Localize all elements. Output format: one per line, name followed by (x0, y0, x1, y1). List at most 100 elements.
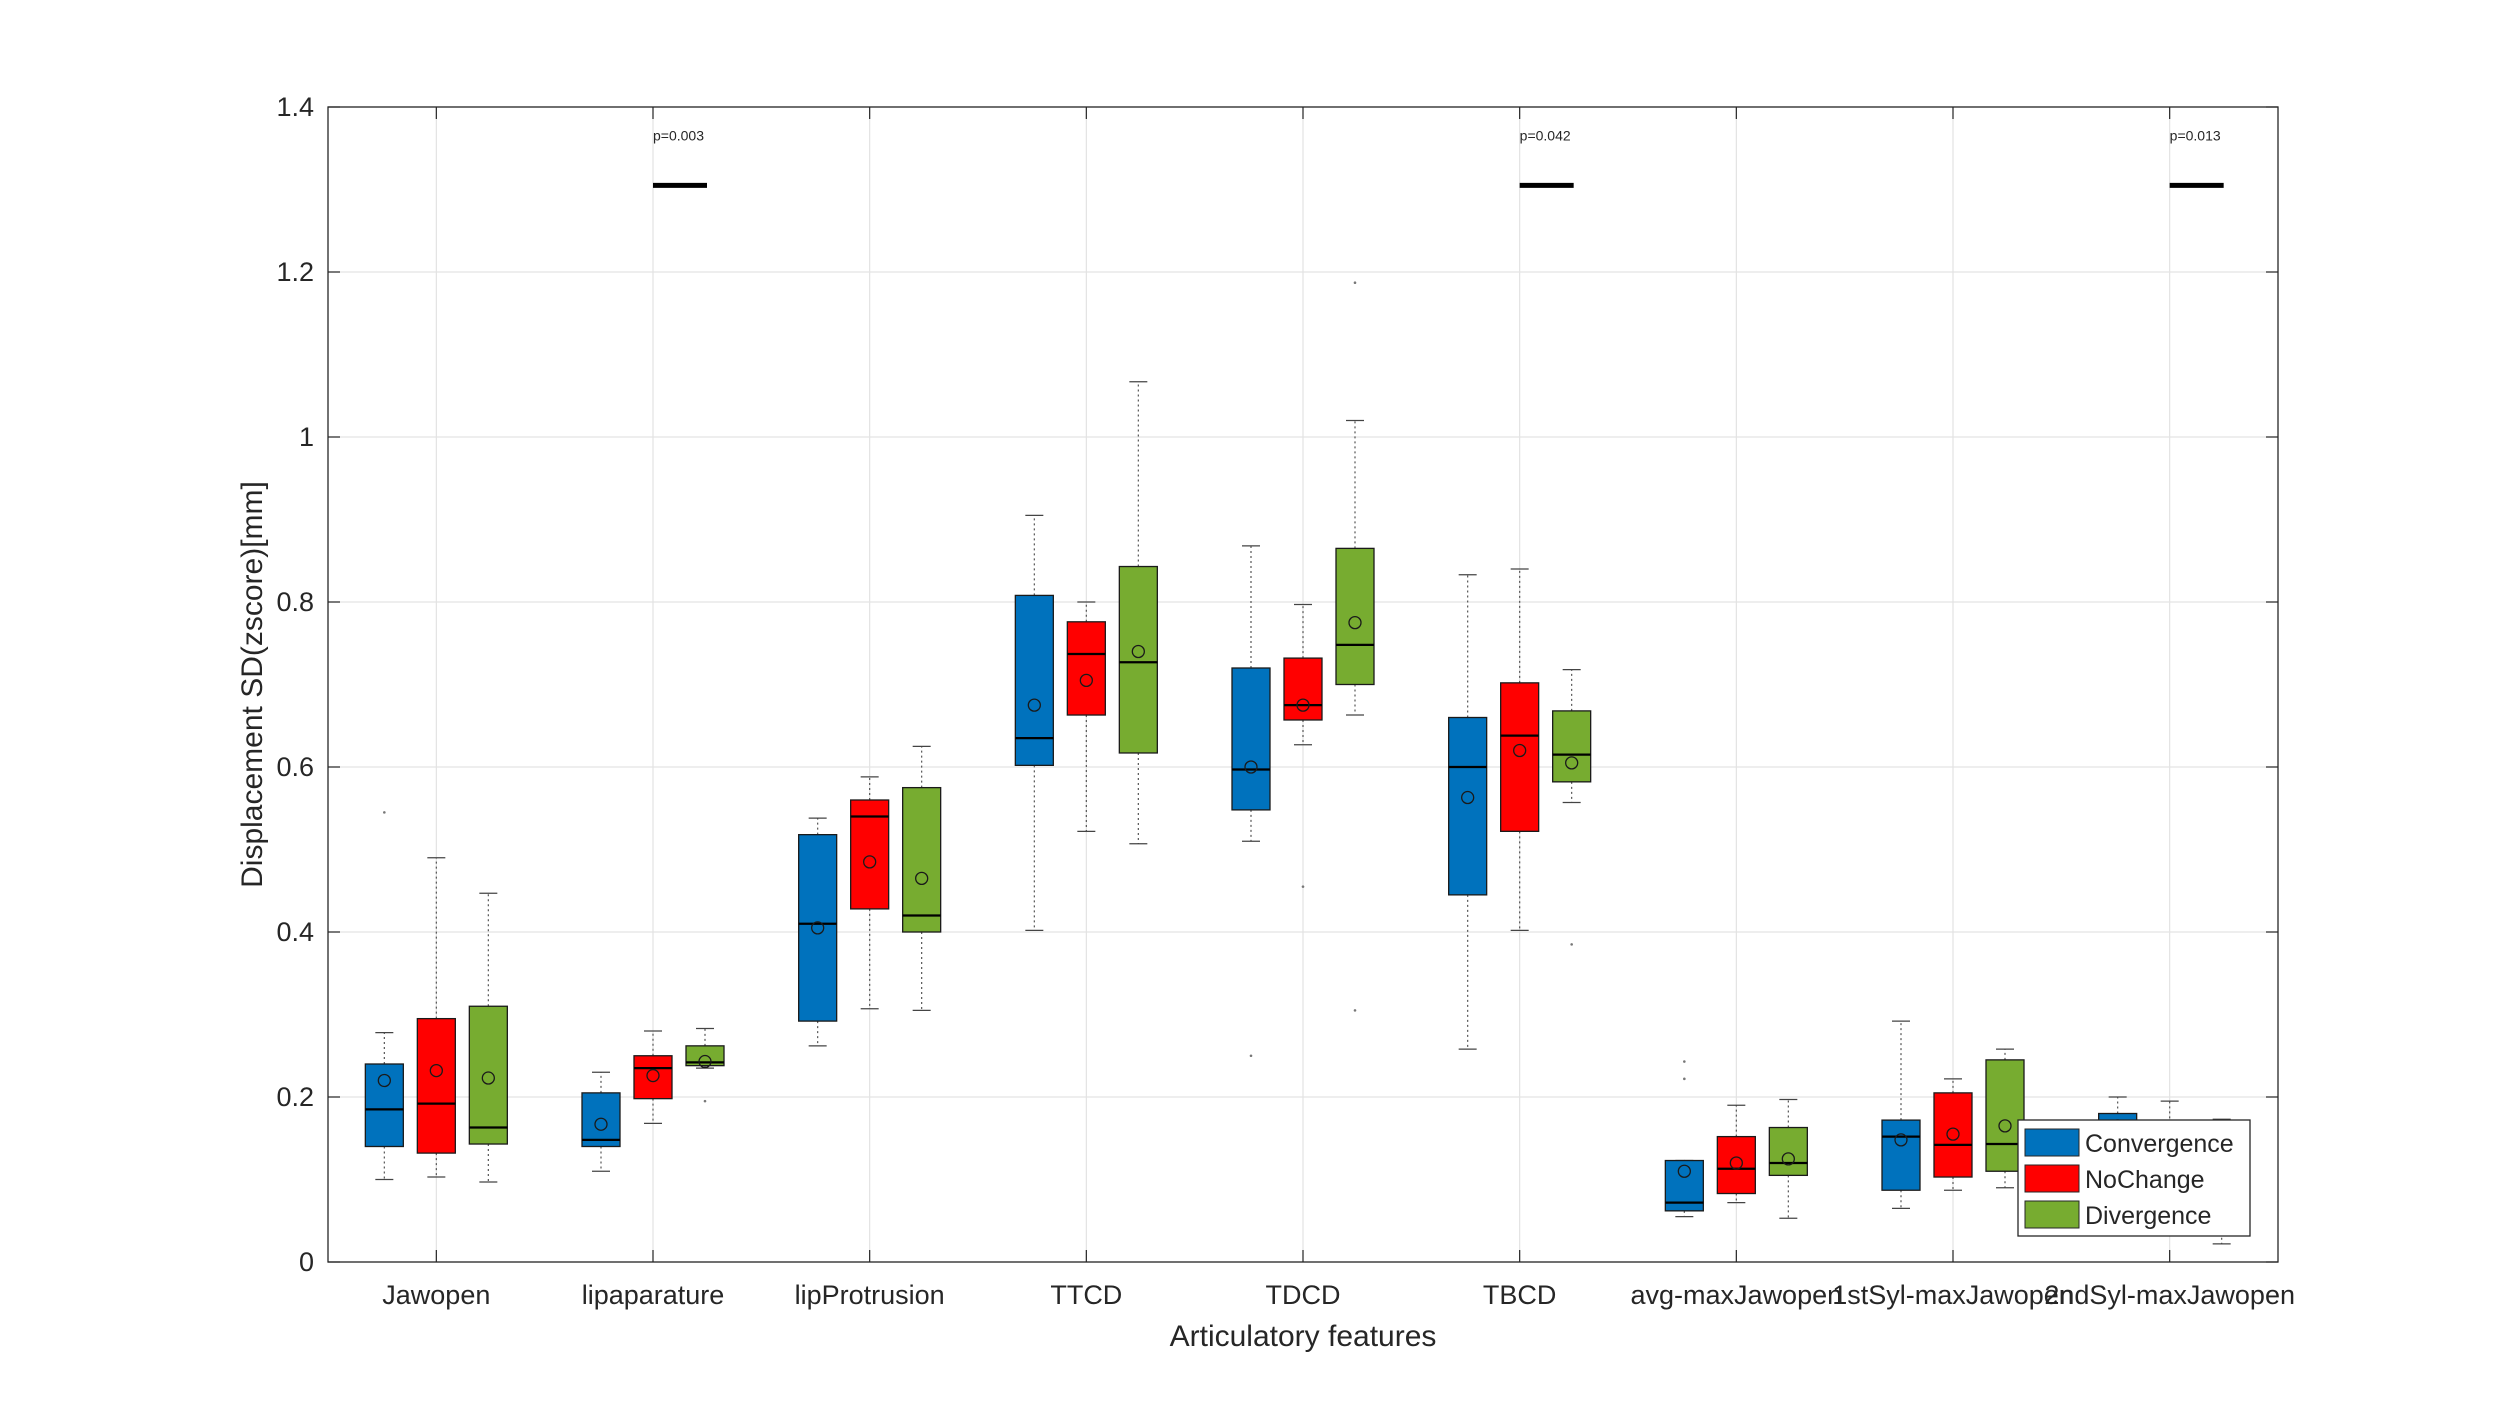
mean-marker (1513, 743, 1527, 758)
mean-marker (1677, 1164, 1691, 1178)
box (1231, 667, 1271, 811)
legend[interactable]: Convergence NoChange Divergence (2017, 1119, 2251, 1237)
box-group (1768, 1098, 1808, 1219)
mean-marker (1781, 1152, 1795, 1166)
outlier-point (1570, 943, 1573, 946)
box (1014, 594, 1054, 767)
box-group (1664, 1060, 1704, 1218)
box-group (633, 1030, 673, 1125)
y-axis-label: Displacement SD(zscore)[mm] (236, 481, 269, 888)
mean-marker (1244, 760, 1258, 774)
mean-marker (1998, 1119, 2012, 1133)
box (1881, 1119, 1921, 1191)
y-tick-label: 0.2 (276, 1082, 314, 1112)
mean-marker (863, 855, 877, 869)
box-group (850, 776, 890, 1010)
mean-marker (1461, 790, 1475, 805)
x-tick-label: lipProtrusion (795, 1280, 945, 1310)
box (633, 1055, 673, 1100)
outlier-point (1683, 1077, 1686, 1081)
box (468, 1005, 508, 1145)
box (1118, 565, 1158, 754)
outlier-point (1249, 1054, 1253, 1058)
box-group (902, 745, 942, 1011)
x-tick-label: TDCD (1266, 1280, 1341, 1310)
box-group (1933, 1078, 1973, 1191)
mean-marker (1348, 615, 1362, 630)
axes-layer: 0 0.2 0.4 0.6 0.8 1 1.2 1.4 Jawopen lipaparature l… (276, 92, 2295, 1310)
box-group (364, 811, 404, 1181)
box (1552, 710, 1592, 783)
significance-label: p=0.003 (653, 127, 704, 143)
box-group (1066, 601, 1106, 832)
y-tick-label: 0 (299, 1247, 314, 1277)
mean-marker (1131, 644, 1145, 659)
box-group (581, 1071, 621, 1172)
outlier-point (383, 811, 386, 814)
legend-swatch-nochange (2024, 1164, 2080, 1193)
mean-marker (1729, 1156, 1743, 1170)
legend-swatch-convergence (2024, 1128, 2080, 1157)
box-group (1118, 381, 1158, 845)
box (364, 1063, 404, 1148)
box (581, 1092, 621, 1148)
y-tick-label: 1 (299, 422, 314, 452)
outlier-point (1353, 281, 1357, 285)
box (1448, 716, 1488, 896)
box-group (1335, 281, 1375, 1012)
mean-marker (698, 1054, 712, 1069)
x-tick-label: TBCD (1483, 1280, 1557, 1310)
legend-label-nochange: NoChange (2085, 1166, 2205, 1194)
mean-marker (811, 921, 825, 935)
mean-marker (915, 871, 929, 886)
outlier-point (703, 1099, 707, 1103)
box-group (685, 1027, 725, 1103)
legend-swatch-divergence (2024, 1200, 2080, 1229)
annotation-layer: p=0.003 p=0.042 p=0.013 (653, 127, 2224, 188)
box (1716, 1135, 1756, 1195)
y-tick-label: 0.8 (276, 587, 314, 617)
boxes-layer (364, 281, 2242, 1245)
mean-marker (646, 1068, 660, 1083)
box-group (416, 857, 456, 1178)
legend-label-divergence: Divergence (2085, 1202, 2211, 1230)
y-tick-label: 1.2 (276, 257, 314, 287)
box (798, 834, 838, 1022)
y-tick-label: 0.6 (276, 752, 314, 782)
outlier-point (1301, 885, 1305, 888)
x-tick-label: TTCD (1050, 1280, 1122, 1310)
box-group (1283, 603, 1323, 888)
outlier-point (1353, 1009, 1357, 1012)
box (1066, 621, 1106, 716)
box-group (1014, 514, 1054, 931)
x-axis-label: Articulatory features (1170, 1320, 1437, 1353)
box (902, 786, 942, 933)
box (850, 799, 890, 910)
box-group (1881, 1020, 1921, 1209)
outlier-point (1683, 1060, 1686, 1063)
mean-marker (1296, 698, 1310, 712)
box-group (1231, 545, 1271, 1058)
mean-marker (481, 1071, 495, 1085)
mean-marker (377, 1073, 391, 1088)
box-group (468, 892, 508, 1183)
box-group (798, 817, 838, 1047)
x-tick-label: 2ndSyl-maxJawopen (2044, 1280, 2295, 1310)
box-group (1552, 669, 1592, 946)
mean-marker (429, 1063, 443, 1078)
mean-marker (1946, 1127, 1960, 1141)
x-tick-label: avg-maxJawopen (1631, 1280, 1843, 1310)
y-tick-label: 1.4 (276, 92, 314, 122)
significance-label: p=0.042 (1520, 127, 1571, 143)
box-group (1448, 574, 1488, 1050)
x-tick-label: lipaparature (582, 1280, 725, 1310)
mean-marker (1079, 673, 1093, 688)
box-group (1716, 1104, 1756, 1204)
mean-marker (1894, 1133, 1908, 1147)
box (1933, 1092, 1973, 1178)
x-tick-label: Jawopen (382, 1280, 490, 1310)
box (1768, 1126, 1808, 1177)
significance-label: p=0.013 (2170, 127, 2221, 143)
y-tick-label: 0.4 (276, 917, 314, 947)
